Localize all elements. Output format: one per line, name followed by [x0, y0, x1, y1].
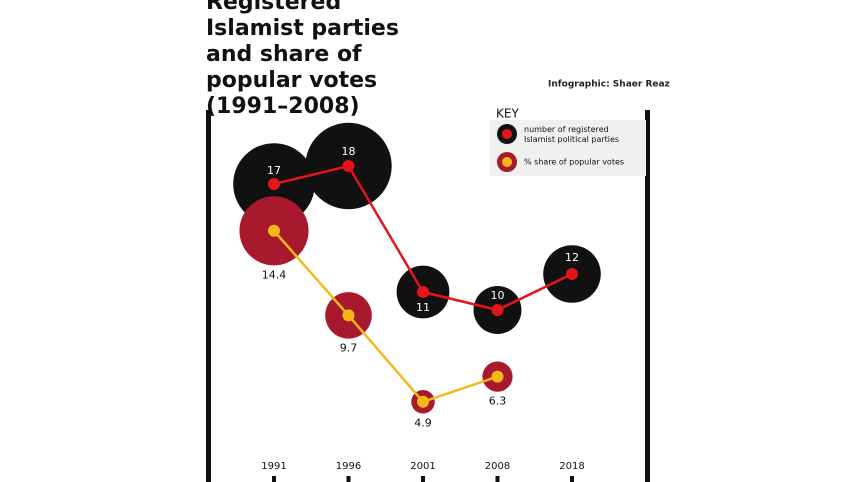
credit: Infographic: Shaer Reaz [548, 80, 670, 90]
x-tick-label: 1996 [336, 461, 361, 472]
point [268, 178, 280, 190]
chart-title: Registered Islamist parties and share of… [206, 0, 399, 119]
point [491, 370, 504, 383]
legend-label: number of registered Islamist political p… [524, 125, 619, 144]
point [342, 309, 355, 322]
x-tick [421, 476, 425, 482]
data-label: 18 [342, 145, 356, 158]
point [268, 224, 280, 237]
point [566, 268, 578, 280]
point [417, 286, 429, 298]
data-label: 11 [416, 301, 430, 314]
legend-marker-dot [502, 157, 512, 167]
data-label: 6.3 [489, 395, 507, 408]
x-tick [495, 476, 500, 482]
x-tick-label: 2008 [485, 461, 510, 472]
point [342, 160, 355, 172]
legend-title: KEY [496, 107, 519, 121]
legend-box [490, 120, 646, 176]
data-label: 17 [267, 164, 281, 177]
data-label: 14.4 [262, 268, 287, 281]
point [491, 304, 504, 316]
x-tick-label: 1991 [261, 461, 286, 472]
data-label: 4.9 [414, 417, 432, 430]
point [417, 395, 429, 408]
series-line [273, 229, 498, 404]
data-label: 9.7 [340, 342, 358, 355]
legend-label: % share of popular votes [524, 158, 624, 167]
x-tick [272, 476, 276, 482]
x-tick [570, 476, 574, 482]
x-tick-label: 2001 [410, 461, 435, 472]
data-label: 12 [565, 251, 579, 264]
left-bar [206, 110, 211, 482]
data-label: 10 [491, 289, 505, 302]
legend-marker-dot [502, 129, 512, 139]
x-tick [346, 476, 351, 482]
right-bar [645, 110, 650, 482]
x-tick-label: 2018 [559, 461, 584, 472]
